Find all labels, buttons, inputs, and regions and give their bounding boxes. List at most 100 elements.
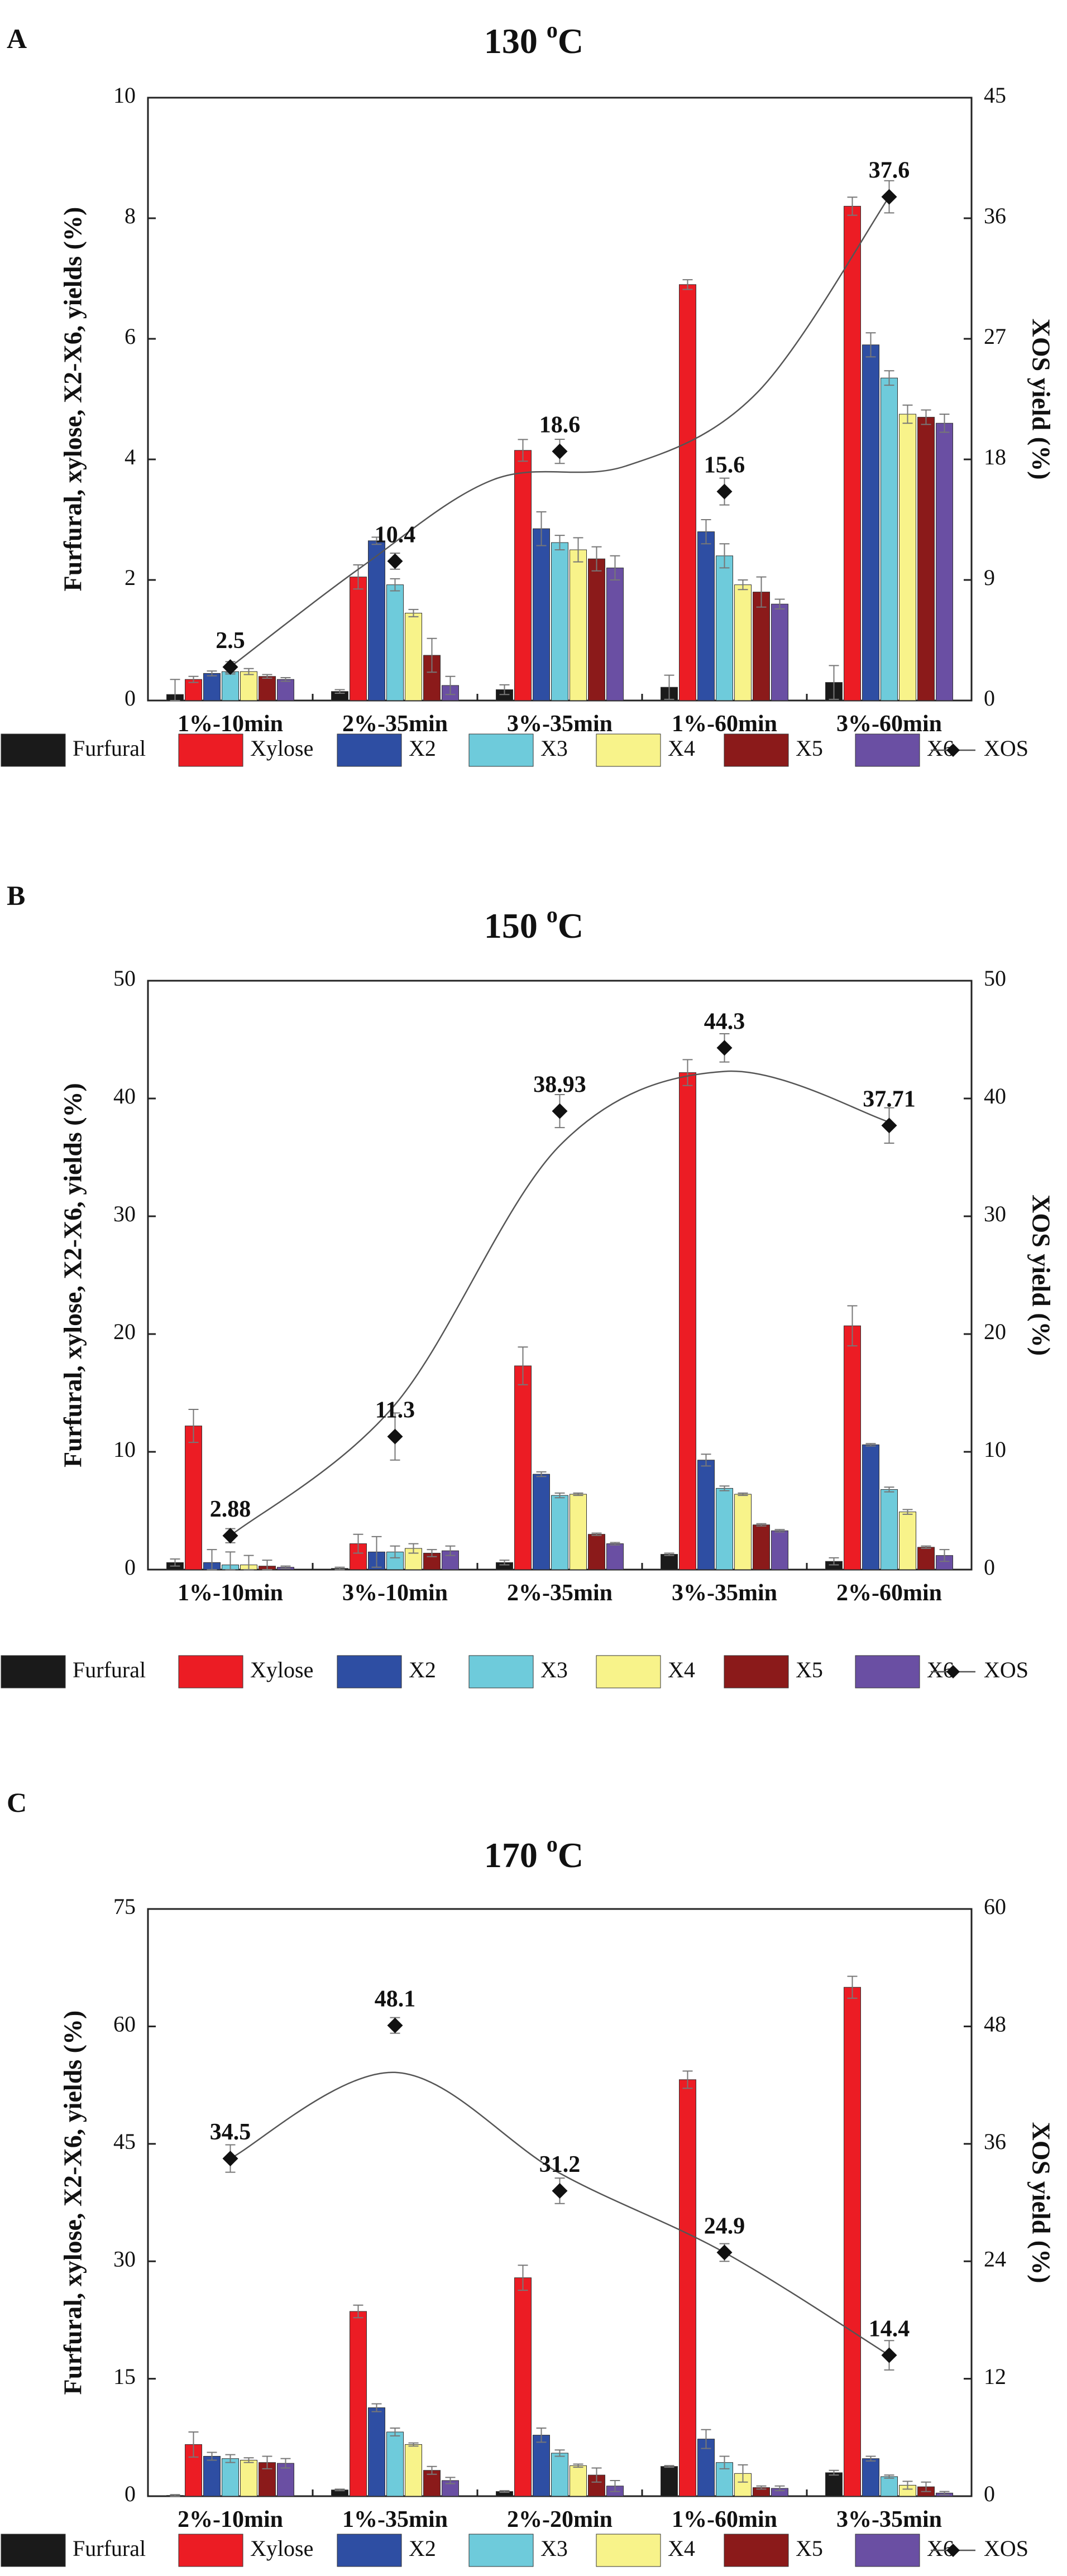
legend-label: X2 — [409, 2536, 436, 2561]
bar-x2 — [533, 528, 550, 701]
xos-point — [222, 1528, 238, 1544]
legend-swatch — [178, 2534, 243, 2567]
y2-axis-label: XOS yield (%) — [1027, 2122, 1055, 2284]
x-tick-label: 3%-60min — [836, 711, 942, 737]
xos-point — [222, 659, 238, 675]
y-tick-label: 50 — [113, 966, 136, 991]
bar-x3 — [386, 2431, 404, 2497]
bar-xylose — [350, 2311, 367, 2497]
xos-point — [881, 1117, 897, 1134]
xos-data-label: 44.3 — [704, 1009, 745, 1034]
legend-swatch — [468, 733, 534, 767]
x-tick-label: 3%-35min — [836, 2507, 942, 2532]
legend-label: X3 — [540, 736, 568, 761]
bar-xylose — [679, 1072, 696, 1570]
legend-label: X2 — [409, 736, 436, 761]
xos-point — [552, 2182, 568, 2199]
y-tick-label: 0 — [125, 685, 136, 711]
chart-panel-a: A 130 oC 0 2 4 6 8 10 0 9 18 27 36 45 Furfural, xylose… — [1, 17, 1055, 767]
bar-x3 — [881, 377, 898, 701]
x-tick-label: 3%-10min — [342, 1580, 448, 1606]
y2-tick-label: 36 — [984, 2129, 1006, 2154]
panel-label: B — [7, 880, 25, 911]
xos-data-label: 18.6 — [539, 412, 581, 438]
legend-label: Xylose — [250, 1657, 313, 1682]
xos-data-label: 10.4 — [375, 522, 416, 548]
bar-x3 — [222, 671, 239, 701]
bar-x3 — [222, 2458, 239, 2497]
legend-label: X5 — [796, 736, 823, 761]
bar-x2 — [203, 2455, 221, 2497]
legend-swatch — [724, 1655, 789, 1688]
chart-title-degree: o — [547, 902, 558, 927]
bar-x4 — [734, 584, 752, 701]
legend-label: X3 — [540, 1657, 568, 1682]
legend-label: X2 — [409, 1657, 436, 1682]
bar-xylose — [514, 1365, 532, 1570]
legend-swatch — [178, 733, 243, 767]
chart-panel-b: B 150 oC 0 10 20 30 40 50 0 10 20 30 40 50 Furfural, x… — [1, 880, 1055, 1688]
panel-label: C — [7, 1787, 27, 1818]
xos-point — [881, 2347, 897, 2363]
y2-tick-label: 60 — [984, 1894, 1006, 1919]
bar-xylose — [844, 1987, 861, 2497]
xos-point — [716, 2244, 733, 2261]
y2-tick-label: 48 — [984, 2012, 1006, 2037]
chart-title: 150 oC — [484, 902, 583, 946]
y-tick-label: 4 — [125, 444, 136, 469]
bar-x3 — [551, 2453, 568, 2497]
y2-tick-label: 30 — [984, 1201, 1006, 1226]
xos-point — [222, 2151, 238, 2167]
x-tick-label: 1%-60min — [672, 2507, 777, 2532]
legend-xos-marker — [946, 743, 960, 757]
bar-x3 — [881, 1489, 898, 1570]
chart-title-unit: C — [558, 906, 583, 946]
bar-xylose — [514, 450, 532, 701]
xos-data-label: 31.2 — [539, 2152, 581, 2177]
legend-swatch — [855, 1655, 920, 1688]
legend-xos-marker — [946, 2544, 960, 2557]
bar-x4 — [240, 671, 257, 701]
bar-x2 — [697, 1460, 715, 1570]
xos-data-label: 11.3 — [375, 1398, 415, 1423]
chart-title-main: 150 — [484, 906, 547, 946]
panel-label: A — [7, 23, 27, 54]
xos-data-label: 14.4 — [869, 2316, 910, 2342]
legend-swatch — [337, 733, 402, 767]
y2-axis-label: XOS yield (%) — [1027, 1195, 1055, 1356]
chart-title: 130 oC — [484, 17, 583, 61]
x-tick-label: 3%-35min — [507, 711, 613, 737]
bar-x6 — [936, 423, 953, 701]
xos-point — [716, 483, 733, 500]
legend-swatch — [596, 2534, 661, 2567]
x-tick-label: 2%-35min — [507, 1580, 613, 1606]
x-tick-label: 1%-60min — [672, 711, 777, 737]
bar-x5 — [588, 1534, 605, 1570]
y-tick-label: 0 — [125, 1555, 136, 1580]
y-axis-label: Furfural, xylose, X2-X6, yields (%) — [59, 207, 87, 592]
bar-x3 — [881, 2476, 898, 2497]
bar-x2 — [368, 540, 385, 701]
xos-data-label: 15.6 — [704, 453, 745, 478]
chart-title-main: 170 — [484, 1835, 547, 1875]
x-tick-label: 1%-10min — [178, 1580, 283, 1606]
xos-curve — [229, 1070, 889, 1537]
legend-swatch — [468, 2534, 534, 2567]
legend-swatch — [1, 1655, 66, 1688]
y2-tick-label: 36 — [984, 203, 1006, 228]
xos-data-label: 37.71 — [863, 1086, 916, 1112]
legend-swatch — [468, 1655, 534, 1688]
y2-tick-label: 0 — [984, 1555, 995, 1580]
bar-x2 — [862, 1444, 879, 1570]
x-tick-label: 2%-60min — [836, 1580, 942, 1606]
y-tick-label: 10 — [113, 83, 136, 108]
bar-x6 — [771, 603, 788, 701]
chart-title-degree: o — [547, 17, 558, 42]
y2-tick-label: 50 — [984, 966, 1006, 991]
bar-furfural — [661, 2466, 678, 2497]
bar-x4 — [899, 1512, 916, 1570]
xos-data-label: 24.9 — [704, 2213, 745, 2239]
xos-point — [552, 443, 568, 459]
chart-title-unit: C — [558, 1835, 583, 1875]
